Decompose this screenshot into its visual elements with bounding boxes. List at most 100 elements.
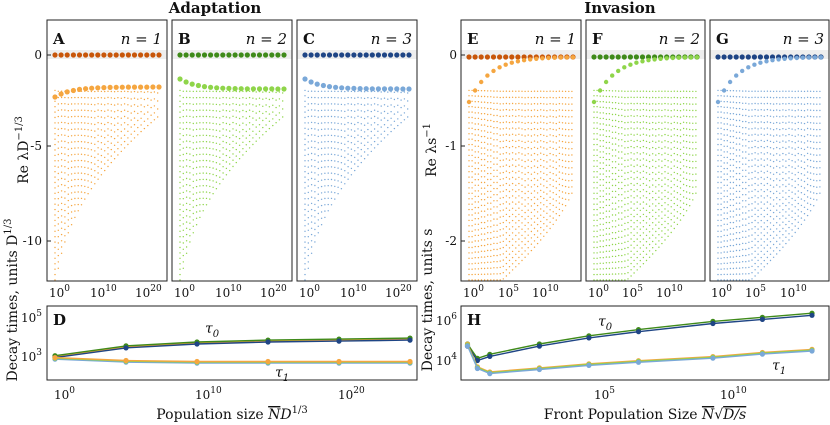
dot bbox=[742, 90, 744, 92]
dot bbox=[248, 115, 251, 118]
dot bbox=[593, 95, 595, 97]
dot bbox=[471, 89, 473, 92]
dot bbox=[521, 184, 523, 186]
dot bbox=[602, 234, 604, 237]
dot bbox=[692, 199, 694, 201]
dot bbox=[636, 139, 638, 142]
dot bbox=[304, 171, 306, 173]
dot bbox=[546, 167, 548, 170]
dot-light bbox=[250, 86, 256, 92]
dot bbox=[471, 106, 473, 108]
dot bbox=[205, 90, 208, 93]
dot-light bbox=[76, 86, 83, 92]
dot bbox=[337, 97, 339, 99]
dot bbox=[717, 257, 719, 259]
dot bbox=[543, 160, 545, 162]
dot bbox=[468, 176, 470, 178]
dot bbox=[117, 116, 119, 118]
dot bbox=[100, 129, 103, 131]
dot bbox=[655, 224, 657, 226]
dot bbox=[490, 214, 492, 216]
dot bbox=[304, 154, 306, 157]
dot bbox=[742, 145, 744, 147]
dot bbox=[502, 103, 504, 105]
dot bbox=[127, 97, 129, 99]
dot bbox=[117, 148, 119, 150]
dot bbox=[357, 115, 359, 118]
dot bbox=[658, 159, 660, 161]
dot bbox=[599, 95, 601, 97]
dot bbox=[760, 158, 762, 160]
dot bbox=[327, 153, 329, 155]
dot bbox=[77, 159, 79, 162]
dot bbox=[766, 182, 769, 185]
dot bbox=[754, 96, 756, 99]
dot bbox=[648, 231, 651, 233]
dot-dark bbox=[721, 54, 727, 60]
dot bbox=[153, 119, 156, 121]
dot bbox=[314, 147, 316, 149]
dot bbox=[695, 154, 697, 156]
dot bbox=[182, 109, 184, 112]
dot bbox=[611, 113, 614, 116]
dot bbox=[314, 184, 316, 187]
dot bbox=[185, 208, 188, 211]
dot bbox=[726, 173, 728, 175]
dot bbox=[571, 116, 573, 118]
dot bbox=[70, 103, 73, 105]
dot bbox=[624, 247, 626, 250]
dot bbox=[745, 224, 747, 226]
dot bbox=[255, 91, 257, 93]
dot bbox=[800, 147, 803, 150]
dot bbox=[673, 215, 675, 217]
dot bbox=[130, 112, 132, 114]
dot bbox=[738, 190, 741, 193]
dot bbox=[809, 191, 812, 193]
dot bbox=[692, 186, 694, 188]
dot-light bbox=[58, 91, 64, 97]
dot bbox=[593, 219, 595, 222]
dot bbox=[127, 110, 129, 113]
dot bbox=[664, 195, 666, 198]
panel-letter-A: A bbox=[52, 30, 65, 48]
dot bbox=[568, 129, 570, 131]
dot bbox=[380, 98, 382, 100]
dot bbox=[658, 196, 660, 198]
dot bbox=[397, 104, 399, 107]
dot bbox=[726, 140, 728, 142]
dot bbox=[772, 180, 775, 182]
dot bbox=[505, 262, 508, 265]
dot bbox=[533, 177, 536, 180]
dot bbox=[215, 188, 218, 190]
dot bbox=[527, 203, 529, 205]
dot bbox=[317, 97, 319, 99]
series-point bbox=[635, 329, 642, 335]
dot bbox=[511, 127, 514, 129]
dot bbox=[732, 107, 735, 109]
dot bbox=[324, 204, 326, 206]
dot bbox=[487, 184, 489, 187]
dot bbox=[120, 97, 123, 100]
dot bbox=[407, 108, 409, 110]
dot bbox=[555, 213, 557, 215]
dot bbox=[80, 172, 83, 174]
dot bbox=[493, 175, 495, 178]
dot bbox=[179, 89, 181, 92]
dot bbox=[673, 121, 675, 124]
dot bbox=[692, 97, 694, 99]
dot bbox=[104, 143, 106, 145]
dot bbox=[636, 195, 638, 197]
dot bbox=[658, 190, 660, 192]
dot bbox=[797, 184, 799, 186]
dot bbox=[205, 141, 208, 143]
dot bbox=[745, 212, 747, 214]
dot bbox=[468, 160, 470, 162]
dot-light bbox=[144, 84, 150, 90]
dot bbox=[546, 129, 548, 131]
dot bbox=[732, 147, 735, 149]
dot bbox=[776, 184, 778, 186]
dot bbox=[383, 110, 386, 113]
dot bbox=[182, 204, 184, 206]
dot bbox=[127, 137, 129, 139]
dot bbox=[596, 95, 598, 97]
